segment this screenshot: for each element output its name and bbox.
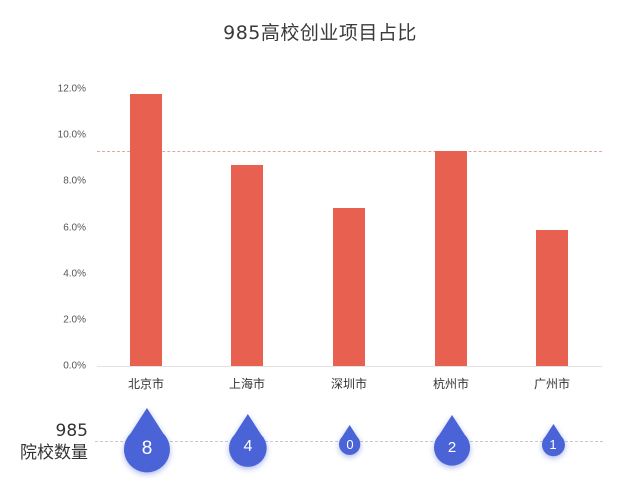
row-label-985: 985 [55, 421, 88, 441]
y-tick-label: 2.0% [63, 314, 86, 326]
y-tick-label: 0.0% [63, 360, 86, 372]
droplet-icon[interactable]: 8 [124, 407, 170, 472]
x-tick-label: 上海市 [228, 377, 265, 391]
x-axis-line [97, 366, 602, 367]
x-tick-label: 广州市 [533, 377, 570, 391]
bar-guangzhou[interactable] [536, 229, 568, 366]
x-tick-label: 杭州市 [432, 377, 469, 391]
droplet-value: 8 [141, 437, 153, 459]
y-tick-label: 10.0% [57, 129, 86, 141]
row-label-count: 院校数量 [20, 443, 88, 463]
bar-shenzhen[interactable] [333, 207, 365, 366]
droplet-icon[interactable]: 0 [339, 425, 361, 456]
reference-line [97, 151, 602, 153]
droplet-value: 0 [346, 436, 354, 452]
bar-beijing[interactable] [130, 93, 162, 366]
y-tick-label: 4.0% [63, 268, 86, 280]
y-tick-label: 6.0% [63, 222, 86, 234]
x-tick-label: 深圳市 [330, 377, 367, 391]
droplet-value: 4 [243, 438, 253, 456]
bar-shanghai[interactable] [231, 165, 263, 366]
droplet-icon[interactable]: 4 [229, 413, 267, 467]
chart-title: 985高校创业项目占比 [223, 22, 417, 44]
droplet-icon[interactable]: 2 [433, 414, 471, 466]
y-tick-label: 8.0% [63, 175, 86, 187]
droplet-value: 2 [447, 438, 457, 456]
y-tick-label: 12.0% [57, 83, 86, 95]
droplet-value: 1 [549, 437, 557, 453]
bar-hangzhou[interactable] [435, 151, 467, 366]
droplet-icon[interactable]: 1 [541, 424, 565, 457]
x-tick-label: 北京市 [127, 377, 164, 391]
